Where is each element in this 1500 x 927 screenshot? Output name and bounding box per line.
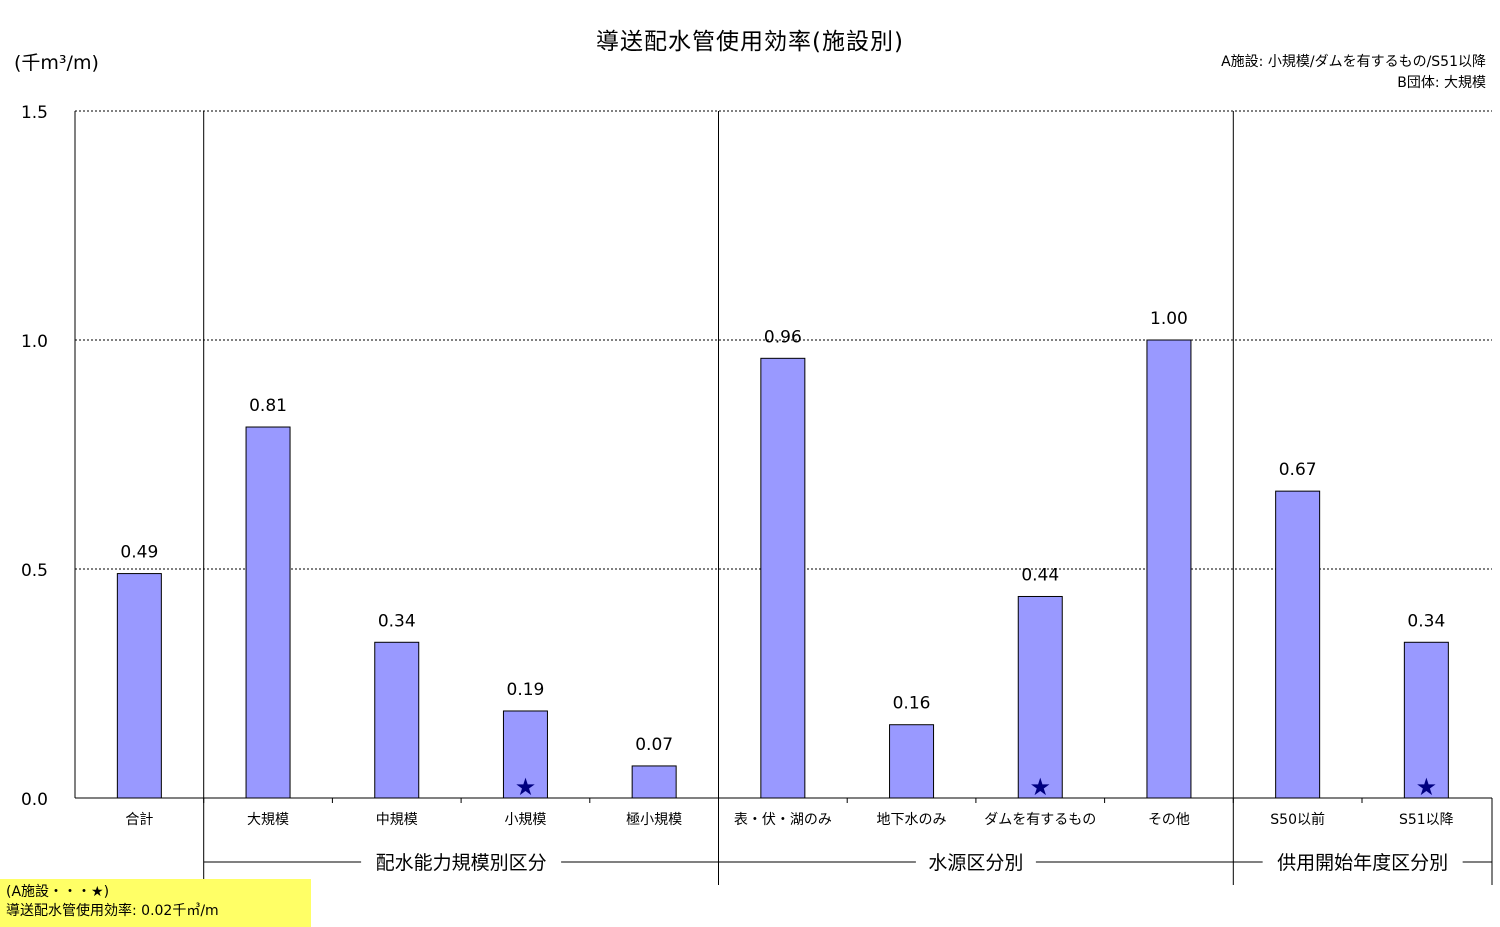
legend-note: A施設: 小規模/ダムを有するもの/S51以降 B団体: 大規模 xyxy=(1150,52,1486,94)
category-label: S51以降 xyxy=(1399,812,1454,828)
category-label: その他 xyxy=(1148,812,1190,828)
note-line-2: 導送配水管使用効率: 0.02千㎥/m xyxy=(6,903,219,919)
category-label: S50以前 xyxy=(1270,811,1325,828)
data-label: 0.19 xyxy=(507,680,545,700)
data-label: 0.34 xyxy=(1407,611,1445,631)
data-label: 0.67 xyxy=(1279,460,1317,480)
data-label: 1.00 xyxy=(1150,309,1188,329)
bar xyxy=(760,357,806,799)
bar xyxy=(631,765,677,799)
data-label: 0.49 xyxy=(120,543,158,563)
star-marker: ★ xyxy=(515,773,537,801)
chart-title: 導送配水管使用効率(施設別) xyxy=(596,29,904,55)
y-axis-unit-label: (千m³/m) xyxy=(14,52,99,74)
category-label: 大規模 xyxy=(247,812,289,828)
bar xyxy=(1275,490,1321,799)
data-label: 0.96 xyxy=(764,327,802,347)
star-marker: ★ xyxy=(1029,773,1051,801)
data-label: 0.16 xyxy=(893,694,931,714)
note-line-1: (A施設・・・★) xyxy=(6,884,110,900)
data-label: 0.81 xyxy=(249,396,287,416)
bar xyxy=(1017,595,1063,799)
category-label: 表・伏・湖のみ xyxy=(734,812,832,828)
y-tick-label: 1.0 xyxy=(21,332,48,352)
data-label: 0.34 xyxy=(378,611,416,631)
category-label: 極小規模 xyxy=(626,812,682,828)
data-label: 0.44 xyxy=(1021,565,1059,585)
data-label: 0.07 xyxy=(635,735,673,755)
y-tick-label: 1.5 xyxy=(21,103,48,123)
group-label: 供用開始年度区分別 xyxy=(1277,852,1448,874)
category-label: 合計 xyxy=(125,812,153,828)
legend-note-line-1: A施設: 小規模/ダムを有するもの/S51以降 xyxy=(1221,54,1486,70)
bar xyxy=(889,724,935,799)
legend-note-line-2: B団体: 大規模 xyxy=(1397,75,1486,91)
y-tick-label: 0.5 xyxy=(21,561,48,581)
bar xyxy=(374,641,420,799)
category-label: 中規模 xyxy=(376,812,418,828)
category-label: ダムを有するもの xyxy=(984,812,1096,828)
category-label: 小規模 xyxy=(504,812,546,828)
star-marker: ★ xyxy=(1416,773,1438,801)
a-facility-note: (A施設・・・★) 導送配水管使用効率: 0.02千㎥/m xyxy=(0,879,311,927)
category-label: 地下水のみ xyxy=(877,812,947,828)
bar xyxy=(116,573,162,799)
y-tick-label: 0.0 xyxy=(21,790,48,810)
bar xyxy=(245,426,291,799)
group-label: 配水能力規模別区分 xyxy=(376,852,547,874)
bar xyxy=(1146,339,1192,799)
group-label: 水源区分別 xyxy=(928,852,1023,874)
bar xyxy=(1403,641,1449,799)
bar xyxy=(502,710,548,799)
